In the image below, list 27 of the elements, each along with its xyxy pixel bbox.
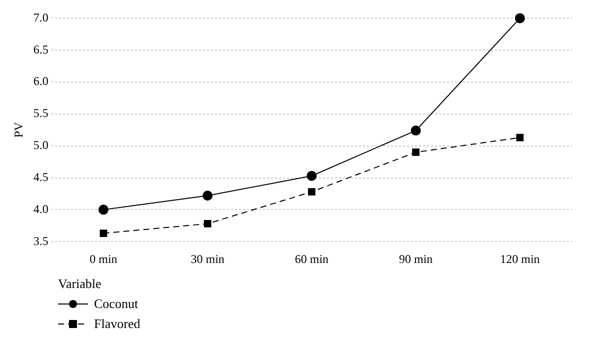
legend-title: Variable bbox=[58, 275, 102, 293]
y-tick-label: 6.5 bbox=[33, 42, 48, 56]
y-tick-label: 4.5 bbox=[33, 170, 48, 184]
y-axis-title: PV bbox=[11, 122, 26, 138]
x-tick-label: 0 min bbox=[90, 252, 118, 266]
x-tick-label: 90 min bbox=[398, 252, 433, 266]
y-tick-label: 5.5 bbox=[33, 106, 48, 120]
point bbox=[306, 170, 317, 181]
legend-label: Flavored bbox=[94, 315, 140, 333]
point bbox=[410, 126, 421, 136]
y-tick-label: 4.0 bbox=[33, 202, 48, 216]
y-tick-label: 5.0 bbox=[33, 138, 48, 152]
y-tick-label: 7.0 bbox=[33, 10, 48, 24]
x-tick-label: 60 min bbox=[294, 252, 329, 266]
legend-label: Coconut bbox=[94, 295, 138, 313]
point bbox=[202, 190, 213, 201]
point bbox=[100, 230, 108, 237]
x-tick-label: 120 min bbox=[500, 252, 540, 266]
y-tick-label: 3.5 bbox=[33, 234, 48, 248]
point bbox=[412, 148, 420, 156]
point bbox=[98, 204, 108, 215]
point bbox=[516, 134, 524, 142]
y-tick-label: 6.0 bbox=[33, 74, 48, 88]
point bbox=[514, 13, 525, 24]
x-tick-label: 30 min bbox=[190, 252, 224, 266]
point bbox=[204, 220, 212, 228]
point bbox=[308, 188, 316, 196]
